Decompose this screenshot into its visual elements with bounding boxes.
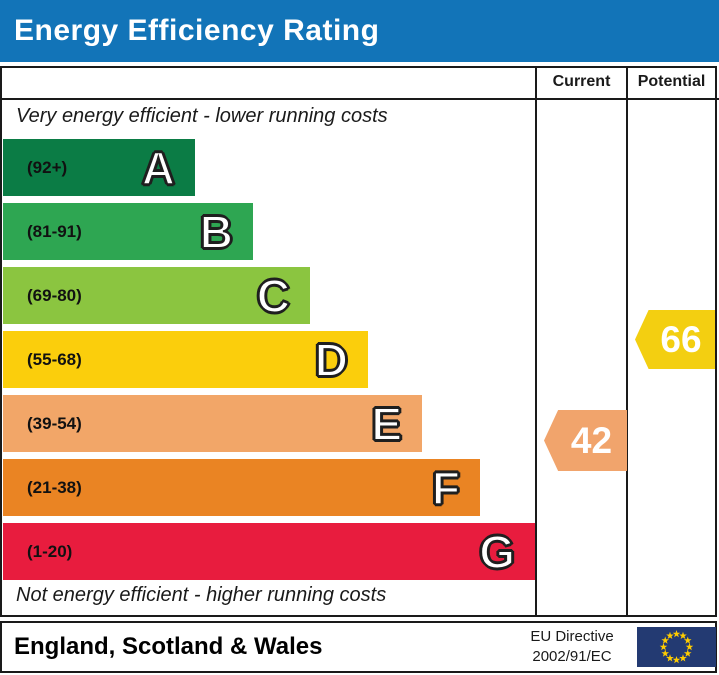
band-row-g: (1-20) G xyxy=(3,523,535,580)
title-bar: Energy Efficiency Rating xyxy=(0,0,719,62)
band-letter: G xyxy=(478,525,516,578)
footer-frame xyxy=(0,621,717,673)
band-letter: B xyxy=(199,205,234,258)
top-note: Very energy efficient - lower running co… xyxy=(16,105,388,127)
column-divider-current xyxy=(535,66,537,617)
band-letter: E xyxy=(370,397,403,450)
current-rating-value: 42 xyxy=(570,419,613,461)
bottom-note: Not energy efficient - higher running co… xyxy=(16,584,387,606)
band-letter: F xyxy=(431,461,461,514)
band-row-e: (39-54) E xyxy=(3,395,422,452)
eu-flag-icon xyxy=(637,627,716,667)
band-range-label: (1-20) xyxy=(27,541,73,561)
eu-directive-line2: 2002/91/EC xyxy=(532,648,612,665)
band-range-label: (55-68) xyxy=(27,349,82,369)
current-column-header: Current xyxy=(552,73,611,90)
band-letter: D xyxy=(314,333,349,386)
eu-directive-line1: EU Directive xyxy=(530,627,614,645)
band-row-f: (21-38) F xyxy=(3,459,480,516)
eu-directive-text: EU Directive 2002/91/EC xyxy=(512,626,632,668)
current-rating-marker: 42 xyxy=(544,410,627,471)
band-row-d: (55-68) D xyxy=(3,331,368,388)
potential-rating-value: 66 xyxy=(660,318,702,360)
potential-rating-marker: 66 xyxy=(635,310,715,369)
header-divider xyxy=(0,98,719,100)
band-range-label: (81-91) xyxy=(27,221,82,241)
band-letter: C xyxy=(256,269,291,322)
band-letter: A xyxy=(141,141,176,194)
column-divider-potential xyxy=(626,66,628,617)
potential-column-header: Potential xyxy=(637,73,706,90)
region-label: England, Scotland & Wales xyxy=(14,633,323,660)
page-title: Energy Efficiency Rating xyxy=(14,14,380,47)
band-range-label: (69-80) xyxy=(27,285,82,305)
band-range-label: (39-54) xyxy=(27,413,82,433)
band-range-label: (92+) xyxy=(27,157,68,177)
band-row-a: (92+) A xyxy=(3,139,195,196)
band-row-b: (81-91) B xyxy=(3,203,253,260)
band-row-c: (69-80) C xyxy=(3,267,310,324)
band-range-label: (21-38) xyxy=(27,477,82,497)
